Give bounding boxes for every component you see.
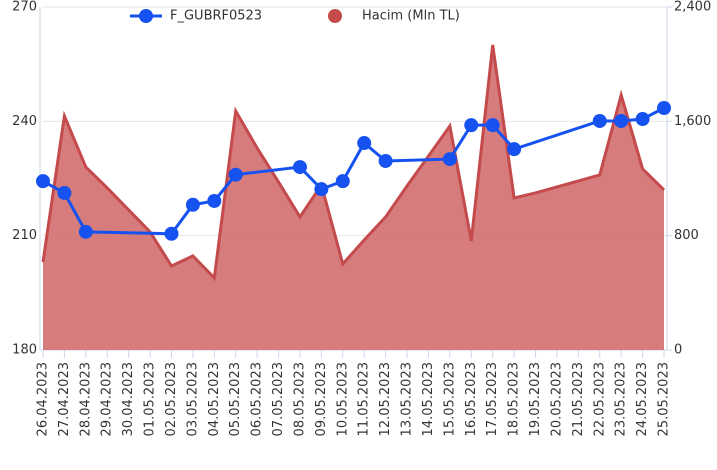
y-tick-label: 270 [12,0,37,15]
x-tick-label: 15.05.2023 [442,362,457,436]
x-tick-label: 28.04.2023 [78,362,93,436]
legend-symbol [328,9,342,23]
x-tick-label: 05.05.2023 [228,362,243,436]
x-tick-label: 29.04.2023 [100,362,115,436]
x-tick-label: 23.05.2023 [614,362,629,436]
area [43,45,664,350]
y2-tick-label: 2,400 [674,0,711,15]
y2-tick-label: 0 [674,343,682,358]
x-tick-label: 02.05.2023 [164,362,179,436]
marker [335,174,350,189]
marker [378,153,393,168]
marker [485,118,500,133]
marker [292,160,307,175]
y2-tick-label: 1,600 [674,114,711,129]
legend-label: F_GUBRF0523 [170,9,262,24]
x-tick-label: 09.05.2023 [314,362,329,436]
x-tick-label: 06.05.2023 [250,362,265,436]
marker [464,118,479,133]
x-tick-label: 22.05.2023 [592,362,607,436]
x-tick-label: 07.05.2023 [271,362,286,436]
x-tick-label: 16.05.2023 [464,362,479,436]
marker [207,193,222,208]
marker [78,224,93,239]
x-tick-label: 26.04.2023 [36,362,51,436]
marker [507,142,522,157]
x-tick-label: 24.05.2023 [635,362,650,436]
x-tick-label: 30.04.2023 [121,362,136,436]
marker [357,136,372,151]
y2-tick-label: 800 [674,228,699,243]
marker [635,112,650,127]
marker [614,113,629,128]
legend-item[interactable]: F_GUBRF0523 [130,9,262,24]
x-tick-label: 18.05.2023 [507,362,522,436]
x-tick-label: 25.05.2023 [657,362,672,436]
x-tick-label: 19.05.2023 [528,362,543,436]
marker [657,100,671,115]
x-tick-label: 20.05.2023 [549,362,564,436]
y-tick-label: 210 [12,228,37,243]
marker [36,174,50,189]
marker [442,152,457,167]
x-tick-label: 14.05.2023 [421,362,436,436]
legend-label: Hacim (Mln TL) [362,9,460,24]
x-tick-label: 13.05.2023 [400,362,415,436]
y-tick-label: 180 [12,343,37,358]
x-tick-label: 27.04.2023 [57,362,72,436]
x-tick-label: 11.05.2023 [357,362,372,436]
marker [185,197,200,212]
x-tick-label: 04.05.2023 [207,362,222,436]
x-tick-label: 08.05.2023 [292,362,307,436]
x-tick-label: 12.05.2023 [378,362,393,436]
x-tick-label: 01.05.2023 [143,362,158,436]
x-tick-label: 10.05.2023 [335,362,350,436]
legend-item[interactable]: Hacim (Mln TL) [328,9,460,24]
marker [592,113,607,128]
marker [228,167,243,182]
y-tick-label: 240 [12,114,37,129]
x-tick-label: 21.05.2023 [571,362,586,436]
area-line [41,44,666,282]
marker [57,185,72,200]
legend-symbol [139,9,153,23]
x-tick-label: 17.05.2023 [485,362,500,436]
x-tick-label: 03.05.2023 [185,362,200,436]
marker [164,226,179,241]
marker [314,182,329,197]
